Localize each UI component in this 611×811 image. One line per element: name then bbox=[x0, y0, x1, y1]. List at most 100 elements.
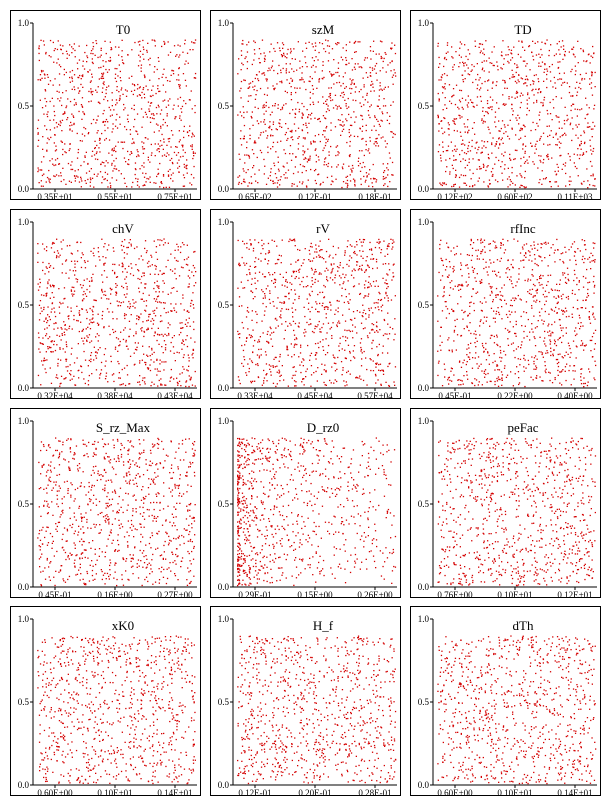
data-point bbox=[133, 84, 135, 86]
data-point bbox=[550, 308, 552, 310]
data-point bbox=[62, 52, 64, 55]
data-point bbox=[360, 178, 362, 180]
data-point bbox=[77, 370, 79, 372]
data-point bbox=[551, 157, 553, 159]
data-point bbox=[285, 308, 288, 310]
data-point bbox=[265, 253, 267, 255]
data-point bbox=[562, 335, 564, 337]
data-point bbox=[280, 109, 282, 111]
data-point bbox=[169, 377, 172, 379]
data-point bbox=[266, 94, 268, 96]
data-point bbox=[70, 181, 72, 183]
data-point bbox=[290, 92, 292, 94]
data-point bbox=[359, 265, 361, 267]
data-point bbox=[130, 243, 132, 245]
data-point bbox=[491, 143, 493, 146]
data-point bbox=[264, 58, 266, 61]
data-point bbox=[183, 130, 185, 132]
data-point bbox=[50, 285, 52, 288]
data-point bbox=[246, 67, 248, 70]
data-point bbox=[301, 112, 303, 114]
data-point bbox=[382, 113, 384, 115]
data-point bbox=[307, 344, 309, 347]
data-point bbox=[119, 123, 121, 125]
data-point bbox=[356, 332, 358, 334]
data-point bbox=[115, 157, 117, 160]
data-point bbox=[452, 167, 454, 170]
data-point bbox=[240, 281, 242, 283]
data-point bbox=[517, 294, 519, 297]
data-point bbox=[261, 289, 263, 291]
data-point bbox=[365, 269, 367, 271]
data-point bbox=[306, 109, 308, 111]
data-point bbox=[502, 238, 504, 240]
data-point bbox=[569, 365, 571, 367]
data-point bbox=[263, 74, 266, 76]
data-point bbox=[151, 264, 153, 266]
data-point bbox=[58, 91, 60, 93]
data-point bbox=[335, 178, 337, 180]
data-point bbox=[82, 328, 84, 330]
data-point bbox=[326, 276, 328, 278]
data-point bbox=[533, 94, 535, 96]
data-point bbox=[194, 385, 196, 387]
data-point bbox=[63, 287, 66, 289]
data-point bbox=[65, 272, 67, 274]
data-point bbox=[319, 184, 321, 186]
data-point bbox=[498, 159, 500, 162]
data-point bbox=[284, 56, 286, 58]
data-point bbox=[183, 368, 185, 370]
data-point bbox=[185, 339, 187, 341]
data-point bbox=[295, 261, 297, 263]
data-point bbox=[360, 378, 362, 380]
data-point bbox=[273, 47, 275, 50]
data-point bbox=[461, 309, 463, 311]
data-point bbox=[185, 60, 187, 62]
data-point bbox=[561, 384, 563, 386]
data-point bbox=[522, 46, 524, 48]
data-point bbox=[309, 157, 311, 159]
data-point bbox=[143, 335, 145, 338]
data-point bbox=[349, 87, 351, 90]
data-point bbox=[378, 291, 380, 294]
data-point bbox=[289, 238, 291, 240]
data-point bbox=[507, 54, 509, 56]
data-point bbox=[304, 138, 306, 140]
data-point bbox=[458, 54, 460, 56]
data-point bbox=[571, 48, 573, 50]
data-point bbox=[192, 357, 194, 359]
data-point bbox=[274, 173, 277, 175]
data-point bbox=[116, 102, 118, 104]
data-point bbox=[342, 335, 344, 338]
data-point bbox=[300, 346, 302, 348]
data-point bbox=[500, 67, 502, 69]
data-point bbox=[242, 106, 244, 108]
data-point bbox=[466, 126, 469, 128]
data-point bbox=[65, 366, 67, 368]
data-point bbox=[389, 115, 391, 117]
data-point bbox=[79, 140, 81, 142]
data-point bbox=[361, 115, 363, 117]
data-point bbox=[330, 87, 332, 89]
data-point bbox=[517, 53, 519, 56]
data-point bbox=[58, 288, 60, 290]
data-point bbox=[331, 366, 333, 368]
data-point bbox=[143, 353, 145, 355]
data-point bbox=[54, 311, 56, 313]
data-point bbox=[446, 308, 449, 310]
data-point bbox=[540, 351, 542, 353]
data-point bbox=[443, 183, 445, 185]
x-tick-label: 0.33E+04 bbox=[237, 391, 273, 398]
data-point bbox=[340, 107, 342, 109]
data-point bbox=[378, 53, 380, 55]
data-point bbox=[346, 329, 348, 332]
data-point bbox=[53, 322, 55, 325]
data-point bbox=[80, 176, 82, 178]
data-point bbox=[547, 265, 549, 267]
data-point bbox=[65, 152, 67, 154]
data-point bbox=[572, 46, 575, 48]
data-point bbox=[550, 333, 552, 335]
data-point bbox=[91, 318, 93, 320]
data-point bbox=[94, 147, 96, 150]
data-point bbox=[130, 314, 132, 316]
